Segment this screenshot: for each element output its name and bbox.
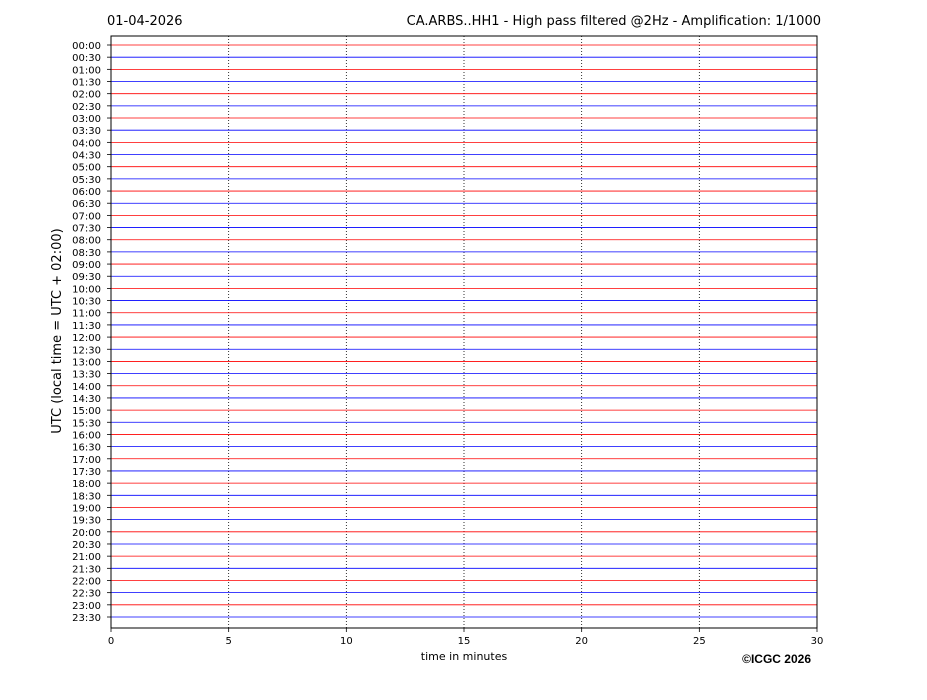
x-tick-label: 25 [693,636,706,647]
y-tick-label: 17:00 [72,455,101,466]
y-tick-label: 06:30 [72,199,101,210]
plot-frame [110,35,818,629]
y-tick-label: 18:00 [72,479,101,490]
y-tick-label: 04:30 [72,151,101,162]
y-tick-label: 04:00 [72,138,101,149]
y-tick-label: 19:00 [72,503,101,514]
y-tick-label: 19:30 [72,516,101,527]
y-tick-label: 00:30 [72,53,101,64]
y-tick-label: 11:00 [72,309,101,320]
x-tick-label: 5 [225,636,231,647]
x-tick-label: 30 [811,636,824,647]
y-tick-label: 13:00 [72,357,101,368]
y-tick-label: 23:00 [72,601,101,612]
y-tick-label: 12:30 [72,345,101,356]
y-tick-label: 08:30 [72,248,101,259]
y-tick-label: 14:30 [72,394,101,405]
y-tick-label: 05:00 [72,163,101,174]
x-tick-label: 0 [108,636,114,647]
y-tick-label: 20:00 [72,528,101,539]
y-tick-label: 07:30 [72,224,101,235]
y-tick-label: 03:00 [72,114,101,125]
y-tick-label: 20:30 [72,540,101,551]
y-tick-label: 16:00 [72,430,101,441]
y-tick-label: 21:30 [72,564,101,575]
y-tick-label: 14:00 [72,382,101,393]
y-tick-label: 06:00 [72,187,101,198]
y-tick-label: 15:00 [72,406,101,417]
y-tick-label: 01:00 [72,65,101,76]
y-tick-label: 08:00 [72,236,101,247]
y-tick-label: 05:30 [72,175,101,186]
x-tick-label: 20 [575,636,588,647]
y-tick-label: 03:30 [72,126,101,137]
y-tick-label: 02:30 [72,102,101,113]
y-tick-label: 23:30 [72,613,101,624]
date: 01-04-2026 [107,14,183,29]
y-tick-label: 07:00 [72,211,101,222]
y-tick-label: 10:30 [72,297,101,308]
y-tick-label: 09:00 [72,260,101,271]
y-tick-label: 16:30 [72,443,101,454]
y-tick-label: 17:30 [72,467,101,478]
y-tick-label: 11:30 [72,321,101,332]
chart-title: CA.ARBS..HH1 - High pass filtered @2Hz -… [407,14,821,29]
y-tick-label: 09:30 [72,272,101,283]
y-tick-label: 01:30 [72,78,101,89]
y-tick-label: 10:00 [72,284,101,295]
y-tick-label: 22:30 [72,589,101,600]
y-tick-label: 13:30 [72,370,101,381]
credit: ©ICGC 2026 [742,652,811,666]
x-tick-label: 10 [340,636,353,647]
x-tick-label: 15 [458,636,471,647]
y-tick-label: 15:30 [72,418,101,429]
y-tick-label: 02:00 [72,90,101,101]
x-axis-label: time in minutes [421,650,508,663]
y-axis-label: UTC (local time = UTC + 02:00) [50,228,65,433]
y-tick-label: 18:30 [72,491,101,502]
y-tick-label: 22:00 [72,576,101,587]
y-tick-label: 21:00 [72,552,101,563]
y-tick-label: 00:00 [72,41,101,52]
y-tick-label: 12:00 [72,333,101,344]
